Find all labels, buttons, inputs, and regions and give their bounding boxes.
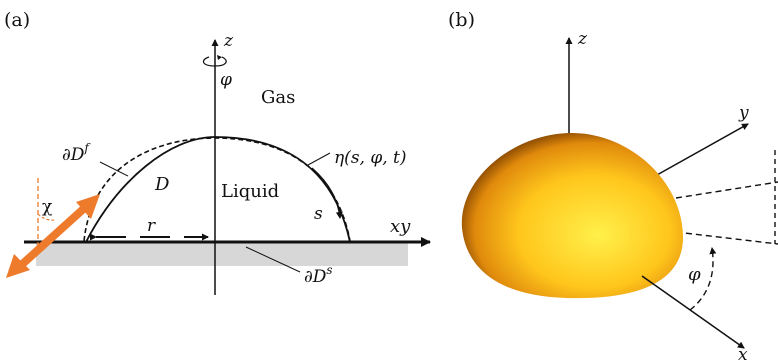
substrate <box>36 243 408 266</box>
b-axis-y-label: y <box>738 103 749 123</box>
tilt-angle-arc <box>37 213 55 221</box>
liquid-label: Liquid <box>221 181 279 202</box>
solid-surface-label: ∂Ds <box>304 263 333 287</box>
arclength-arrow <box>311 167 343 219</box>
arclength-label: s <box>314 204 323 224</box>
b-x-axis <box>641 275 745 349</box>
b-dashed-top <box>675 181 778 199</box>
drop-profile-solid <box>85 136 351 243</box>
gas-label: Gas <box>261 87 295 108</box>
svg-text:∂Ds: ∂Ds <box>304 263 333 287</box>
solid-surface-leader <box>245 246 301 273</box>
tilt-angle-label: χ <box>42 197 52 217</box>
rotation-indicator <box>202 56 227 67</box>
b-phi-arc <box>689 247 717 311</box>
axis-z-label: z <box>223 31 234 51</box>
height-function-label: η(s, φ, t) <box>334 148 407 168</box>
free-surface-label: ∂Df <box>62 141 91 165</box>
b-axis-x-label: x <box>738 345 748 363</box>
b-dashed-bottom <box>675 231 778 245</box>
panel-b: (b) z y x φ <box>448 9 778 363</box>
domain-label: D <box>154 174 170 195</box>
free-surface-leader <box>99 161 129 177</box>
phi-label-a: φ <box>220 70 232 90</box>
svg-text:∂Df: ∂Df <box>62 141 91 165</box>
b-y-axis <box>647 123 749 181</box>
panel-a: (a) xy z φ Gas s η(s, φ, t) ∂Df D Liquid <box>4 9 431 295</box>
radius-label: r <box>147 216 156 236</box>
eta-leader <box>307 152 331 166</box>
droplet-3d <box>461 132 684 299</box>
panel-b-label: (b) <box>448 9 475 31</box>
b-phi-label: φ <box>688 264 701 285</box>
axis-xy-label: xy <box>390 216 411 237</box>
b-axis-z-label: z <box>577 29 588 49</box>
tilt-double-arrow <box>6 194 100 278</box>
reference-profile-dashed <box>83 137 351 242</box>
panel-a-label: (a) <box>4 9 30 31</box>
